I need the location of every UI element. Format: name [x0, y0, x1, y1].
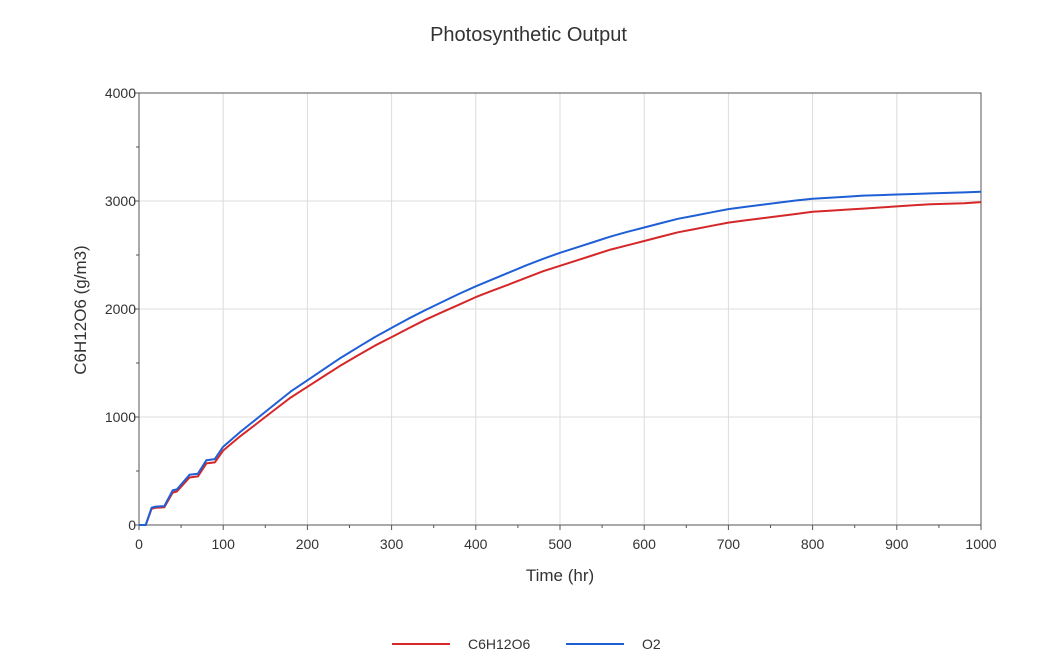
y-tick-label: 2000 [105, 301, 136, 317]
legend-swatch-c6h12o6 [392, 643, 450, 645]
legend: C6H12O6 O2 [0, 632, 1057, 656]
y-tick-label: 4000 [105, 85, 136, 101]
x-tick-label: 800 [801, 536, 825, 552]
x-tick-label: 100 [212, 536, 236, 552]
y-tick-label: 1000 [105, 409, 136, 425]
y-tick-label: 0 [128, 517, 136, 533]
y-axis-label: C6H12O6 (g/m3) [71, 245, 90, 375]
legend-swatch-o2 [566, 643, 624, 645]
grid-lines [139, 93, 981, 525]
chart-title: Photosynthetic Output [430, 24, 627, 46]
plot-area: 0 100 200 300 400 500 600 700 800 900 1000 0 1000 200… [105, 85, 997, 552]
series-line-c6h12o6 [139, 201, 982, 526]
x-tick-label: 600 [633, 536, 657, 552]
x-tick-label: 0 [135, 536, 143, 552]
x-tick-label: 1000 [965, 536, 996, 552]
x-tick-label: 200 [296, 536, 320, 552]
y-tick-label: 3000 [105, 193, 136, 209]
x-tick-label: 900 [885, 536, 909, 552]
series-lines [139, 190, 982, 526]
series-line-o2 [139, 190, 982, 526]
axis-ticks: 0 100 200 300 400 500 600 700 800 900 1000 0 1000 200… [105, 85, 997, 552]
legend-item-o2[interactable]: O2 [566, 632, 661, 656]
x-tick-label: 500 [548, 536, 572, 552]
x-axis-label: Time (hr) [525, 566, 595, 585]
legend-item-c6h12o6[interactable]: C6H12O6 [392, 632, 530, 656]
legend-label-o2: O2 [642, 636, 661, 652]
x-tick-label: 700 [717, 536, 741, 552]
x-tick-label: 400 [464, 536, 488, 552]
x-tick-label: 300 [380, 536, 404, 552]
legend-label-c6h12o6: C6H12O6 [468, 636, 531, 652]
